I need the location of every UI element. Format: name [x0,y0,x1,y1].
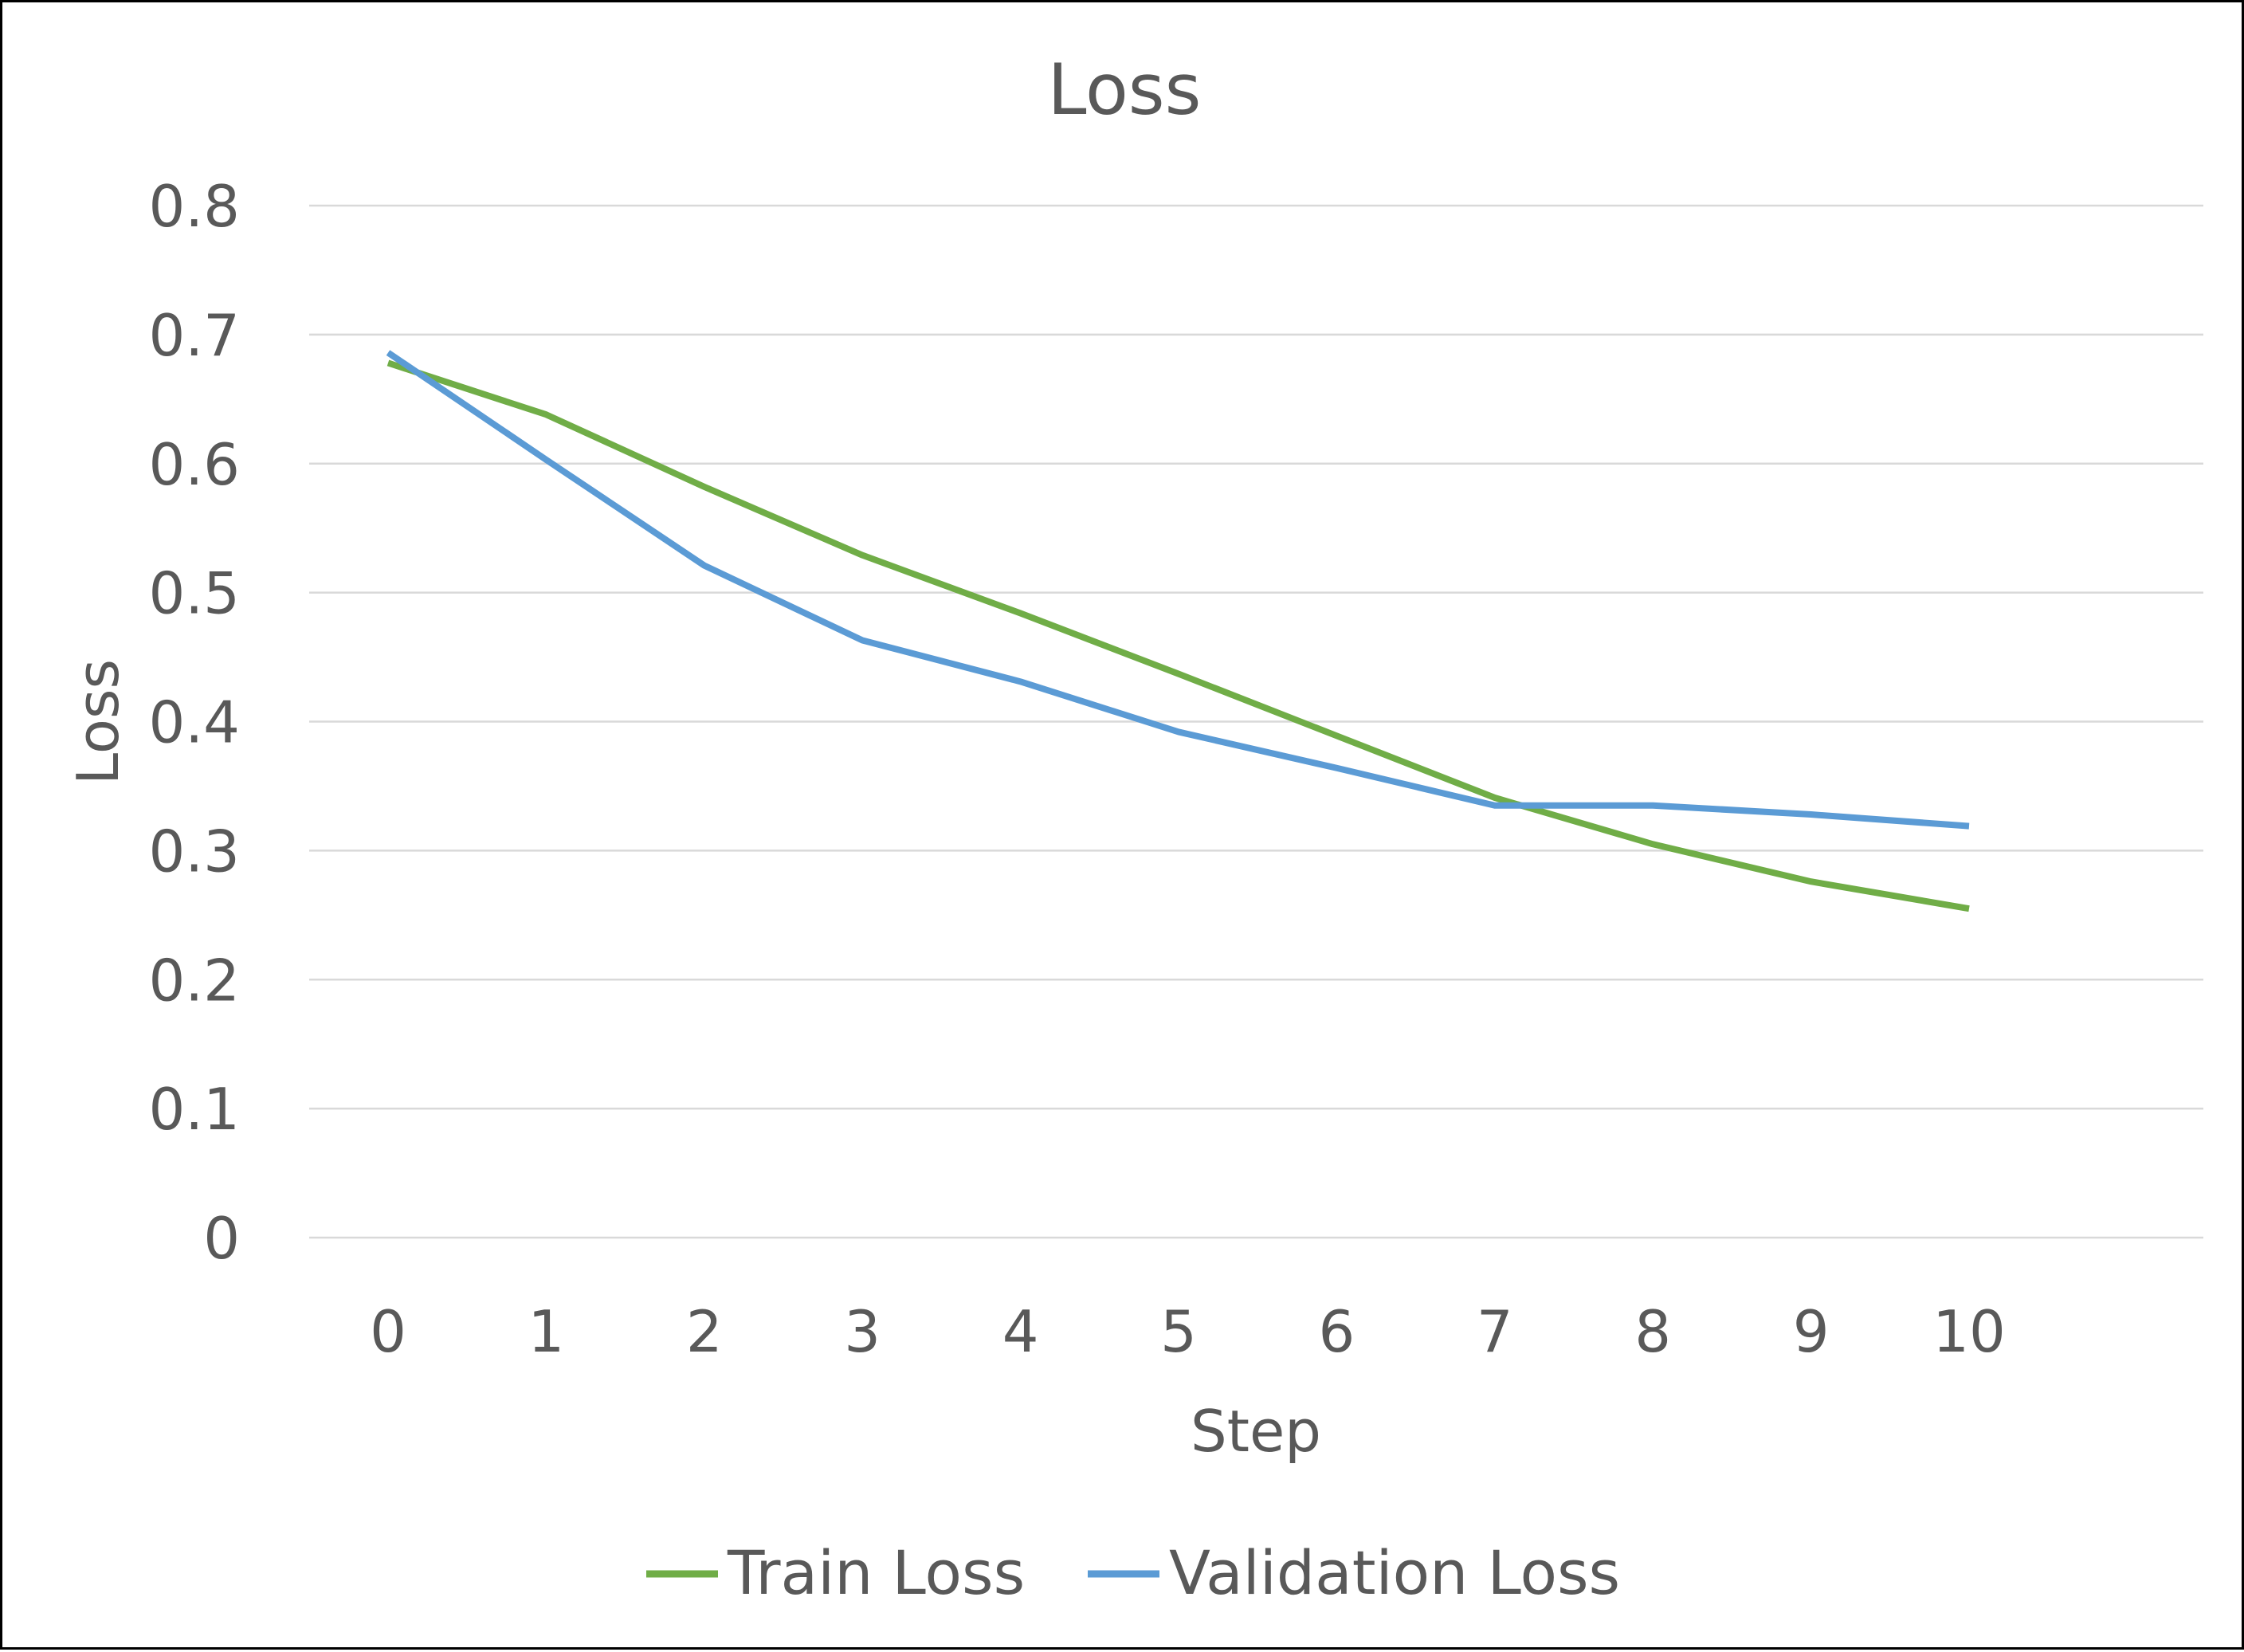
y-tick-label: 0 [203,1205,240,1272]
y-tick-label: 0.5 [148,560,240,627]
y-tick-label: 0.6 [148,431,240,498]
x-tick-label: 5 [1160,1298,1197,1365]
series-line-validation-loss [386,350,1970,830]
y-axis-label: Loss [65,659,131,785]
y-tick-label: 0.7 [148,302,240,369]
x-axis-label: Step [1191,1398,1321,1465]
x-tick-label: 7 [1477,1298,1513,1365]
x-tick-label: 9 [1793,1298,1830,1365]
x-tick-label: 3 [844,1298,881,1365]
chart-title: Loss [1047,49,1201,131]
x-tick-label: 0 [370,1298,406,1365]
series-line-train-loss [386,359,1970,912]
y-axis-ticks: 0 0.1 0.2 0.3 0.4 0.5 0.6 0.7 0.8 [148,173,240,1272]
x-tick-label: 4 [1002,1298,1039,1365]
x-axis-ticks: 0 1 2 3 4 5 6 7 8 9 10 [370,1298,2006,1365]
series-lines [386,350,1970,912]
y-tick-label: 0.4 [148,689,240,756]
legend-label-validation-loss: Validation Loss [1169,1537,1620,1608]
y-tick-label: 0.8 [148,173,240,240]
y-tick-label: 0.2 [148,947,240,1014]
x-tick-label: 2 [686,1298,723,1365]
x-tick-label: 1 [528,1298,564,1365]
gridlines [309,204,2203,1239]
y-tick-label: 0.1 [148,1076,240,1143]
x-tick-label: 6 [1318,1298,1355,1365]
legend-label-train-loss: Train Loss [727,1537,1025,1608]
x-tick-label: 8 [1634,1298,1671,1365]
x-tick-label: 10 [1932,1298,2006,1365]
y-tick-label: 0.3 [148,818,240,885]
legend: Train Loss Validation Loss [646,1537,1620,1608]
